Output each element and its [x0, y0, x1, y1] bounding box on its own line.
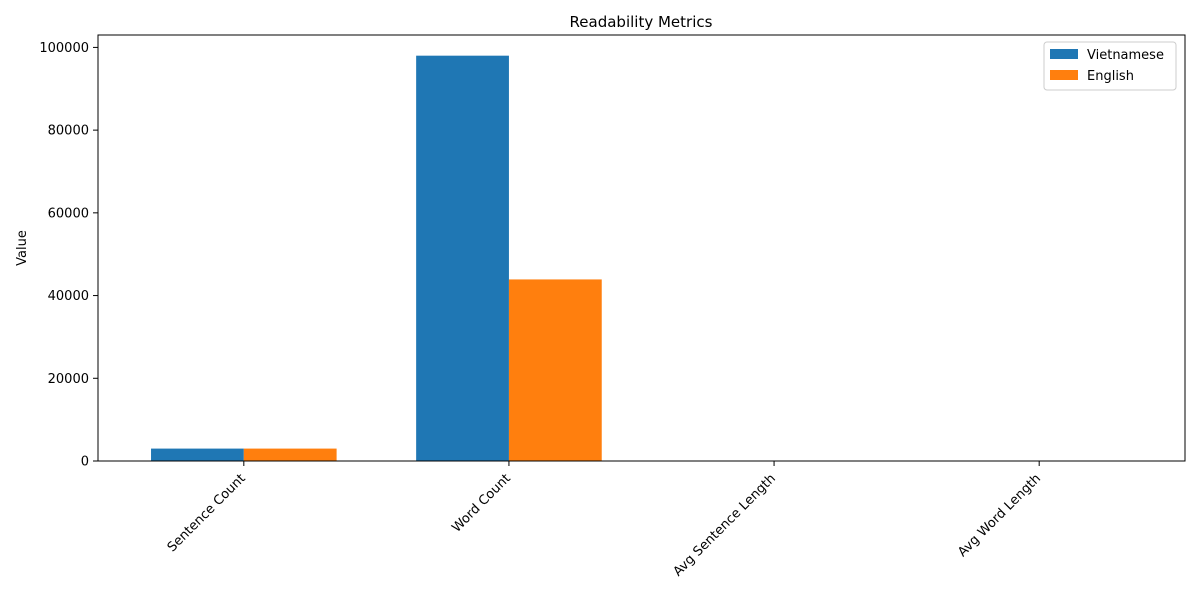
x-tick-label-3: Avg Word Length — [955, 471, 1044, 560]
bar-0-0 — [151, 448, 244, 461]
legend-swatch-1 — [1050, 70, 1078, 80]
x-tick-label-1: Word Count — [449, 471, 513, 535]
y-axis: 0 20000 40000 60000 80000 100000 — [39, 41, 98, 470]
bar-1-1 — [508, 279, 602, 461]
y-tick-label-5: 100000 — [39, 41, 89, 56]
bar-1-0 — [243, 448, 337, 461]
x-tick-label-2: Avg Sentence Length — [671, 471, 779, 579]
y-tick-label-4: 80000 — [48, 124, 89, 139]
legend-label-1: English — [1087, 69, 1134, 84]
x-tick-label-0: Sentence Count — [165, 471, 249, 555]
legend: Vietnamese English — [1043, 41, 1177, 91]
y-tick-label-2: 40000 — [48, 289, 89, 304]
bars — [151, 55, 1132, 461]
bar-0-1 — [416, 55, 509, 461]
y-tick-label-1: 20000 — [48, 372, 89, 387]
legend-label-0: Vietnamese — [1087, 48, 1164, 63]
y-tick-label-0: 0 — [81, 455, 89, 470]
plot-frame — [97, 34, 1186, 462]
y-axis-label: Value — [15, 230, 30, 266]
x-axis: Sentence Count Word Count Avg Sentence Len… — [165, 461, 1044, 580]
chart-title: Readability Metrics — [570, 13, 713, 31]
legend-swatch-0 — [1050, 49, 1078, 59]
y-tick-label-3: 60000 — [48, 206, 89, 221]
